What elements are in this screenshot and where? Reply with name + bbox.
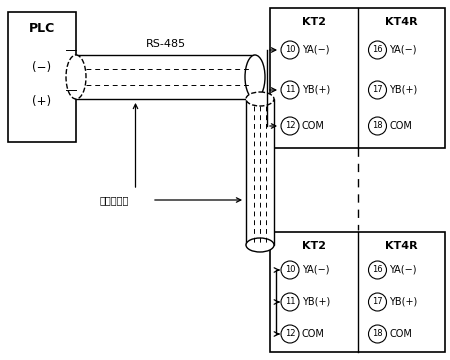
Text: 11: 11 [285,85,295,94]
Text: (+): (+) [32,95,52,108]
Text: 17: 17 [372,297,383,306]
Text: YB(+): YB(+) [302,297,330,307]
Text: KT2: KT2 [302,241,326,251]
Text: 18: 18 [372,122,383,130]
Circle shape [369,261,387,279]
Circle shape [369,41,387,59]
Circle shape [369,117,387,135]
Circle shape [281,117,299,135]
Text: 11: 11 [285,297,295,306]
Text: KT4R: KT4R [385,17,418,27]
Text: YB(+): YB(+) [390,297,418,307]
Text: COM: COM [390,329,412,339]
Bar [8,12,76,142]
Text: YB(+): YB(+) [302,85,330,95]
Text: YA(−): YA(−) [390,45,417,55]
Circle shape [369,325,387,343]
Bar [246,99,274,245]
Text: シールド線: シールド線 [100,195,130,205]
Text: RS-485: RS-485 [145,39,185,49]
Text: 12: 12 [285,329,295,338]
Text: YA(−): YA(−) [302,265,329,275]
Text: KT4R: KT4R [385,241,418,251]
Text: YA(−): YA(−) [390,265,417,275]
Circle shape [281,261,299,279]
Ellipse shape [245,55,265,99]
Circle shape [369,293,387,311]
Circle shape [281,293,299,311]
Bar [270,232,445,352]
Text: 18: 18 [372,329,383,338]
Text: 16: 16 [372,266,383,274]
Circle shape [369,81,387,99]
Circle shape [281,81,299,99]
Text: YA(−): YA(−) [302,45,329,55]
Text: 12: 12 [285,122,295,130]
Text: COM: COM [302,121,325,131]
Text: YB(+): YB(+) [390,85,418,95]
Ellipse shape [246,92,274,106]
Ellipse shape [246,238,274,252]
Text: COM: COM [390,121,412,131]
Text: (−): (−) [32,60,52,73]
Text: 16: 16 [372,45,383,54]
Text: KT2: KT2 [302,17,326,27]
Text: 10: 10 [285,266,295,274]
Bar [76,55,255,99]
Text: 17: 17 [372,85,383,94]
Ellipse shape [66,55,86,99]
Text: PLC: PLC [29,22,55,35]
Text: 10: 10 [285,45,295,54]
Bar [270,8,445,148]
Text: COM: COM [302,329,325,339]
Circle shape [281,41,299,59]
Circle shape [281,325,299,343]
